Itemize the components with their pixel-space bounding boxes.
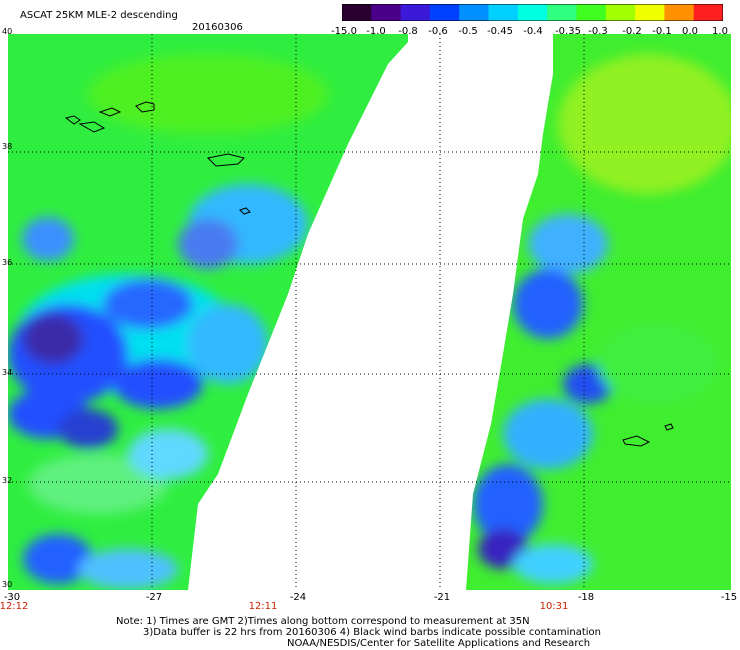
footer-note-2: 3)Data buffer is 22 hrs from 20160306 4)… bbox=[143, 627, 601, 638]
lon-label: -30 bbox=[3, 592, 21, 603]
colorbar-label: -0.6 bbox=[428, 26, 448, 37]
colorbar-segment bbox=[488, 4, 519, 21]
colorbar-segment bbox=[371, 4, 402, 21]
colorbar-label: -0.2 bbox=[622, 26, 642, 37]
colorbar bbox=[342, 4, 723, 21]
colorbar-label: -0.3 bbox=[588, 26, 608, 37]
colorbar-segment bbox=[459, 4, 490, 21]
colorbar-segment bbox=[605, 4, 636, 21]
colorbar-segment bbox=[547, 4, 577, 21]
swath-map bbox=[8, 34, 731, 590]
lat-label: 38 bbox=[2, 142, 13, 151]
map-title: ASCAT 25KM MLE-2 descending bbox=[20, 10, 178, 21]
colorbar-segment bbox=[429, 4, 460, 21]
colorbar-segment bbox=[342, 4, 372, 21]
lat-label: 30 bbox=[2, 580, 13, 589]
lat-label: 36 bbox=[2, 258, 13, 267]
lat-label: 40 bbox=[2, 27, 13, 36]
lat-label: 32 bbox=[2, 476, 13, 485]
map-date: 20160306 bbox=[192, 22, 243, 33]
colorbar-label: 0.0 bbox=[682, 26, 698, 37]
lon-label: -15 bbox=[720, 592, 738, 603]
footer-note-1: Note: 1) Times are GMT 2)Times along bot… bbox=[116, 616, 530, 627]
colorbar-label: -0.5 bbox=[458, 26, 478, 37]
colorbar-label: -0.1 bbox=[652, 26, 672, 37]
grid-lines bbox=[8, 34, 731, 590]
lat-label: 34 bbox=[2, 368, 13, 377]
colorbar-label: -0.35 bbox=[555, 26, 581, 37]
swath-time: 12:11 bbox=[248, 601, 278, 612]
colorbar-segment bbox=[693, 4, 723, 21]
colorbar-labels: -15.0 -1.0 -0.8 -0.6 -0.5 -0.45 -0.4 -0.… bbox=[331, 26, 736, 38]
colorbar-label: -0.8 bbox=[398, 26, 418, 37]
swath-time: 12:12 bbox=[0, 601, 29, 612]
colorbar-label: -0.45 bbox=[487, 26, 513, 37]
colorbar-label: -1.0 bbox=[366, 26, 386, 37]
colorbar-label: 1.0 bbox=[712, 26, 728, 37]
colorbar-segment bbox=[576, 4, 607, 21]
colorbar-segment bbox=[635, 4, 665, 21]
lon-label: -18 bbox=[577, 592, 595, 603]
lon-label: -27 bbox=[145, 592, 163, 603]
coastlines bbox=[64, 101, 674, 447]
right-swath bbox=[466, 34, 731, 590]
colorbar-label: -15.0 bbox=[331, 26, 357, 37]
colorbar-label: -0.4 bbox=[523, 26, 543, 37]
swath-time: 10:31 bbox=[539, 601, 569, 612]
lon-label: -24 bbox=[289, 592, 307, 603]
colorbar-segment bbox=[400, 4, 431, 21]
footer-credit: NOAA/NESDIS/Center for Satellite Applica… bbox=[287, 638, 591, 649]
colorbar-segment bbox=[517, 4, 548, 21]
lon-label: -21 bbox=[433, 592, 451, 603]
colorbar-segment bbox=[664, 4, 695, 21]
